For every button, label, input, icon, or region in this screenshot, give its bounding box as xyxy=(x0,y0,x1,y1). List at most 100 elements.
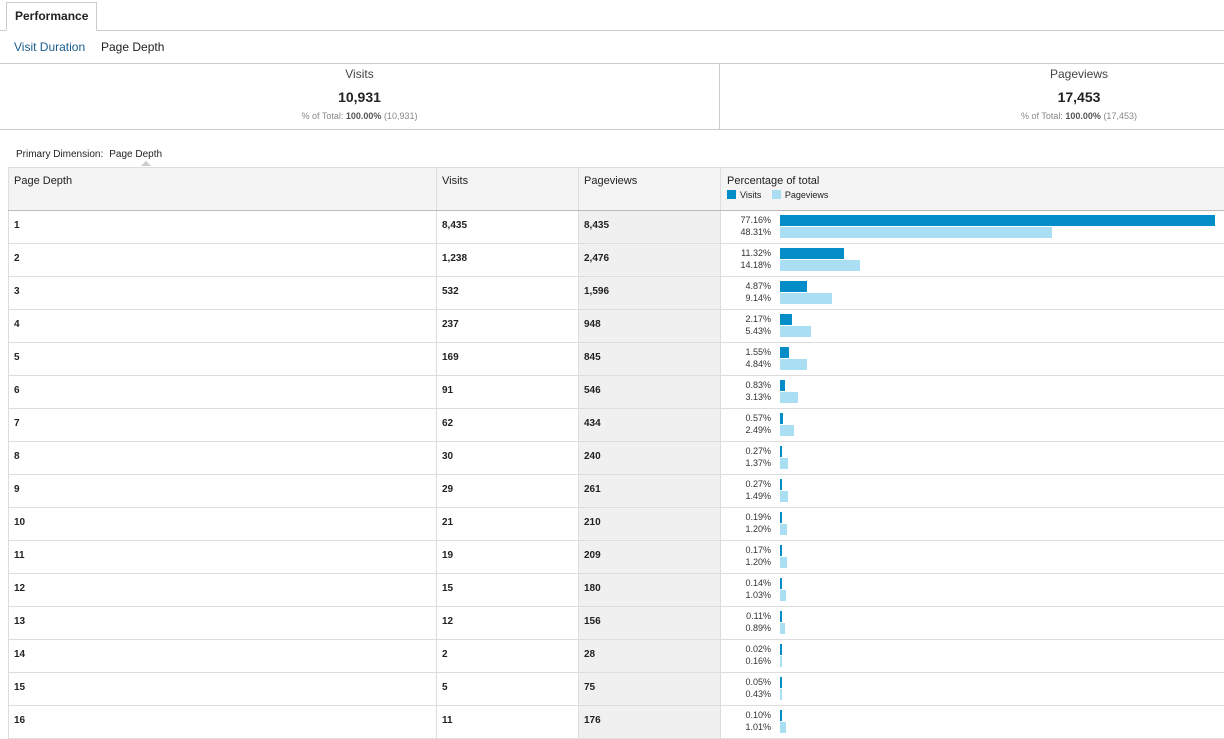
cell-page-depth: 11 xyxy=(8,540,437,574)
column-header-visits[interactable]: Visits xyxy=(436,167,579,211)
visits-bar xyxy=(780,710,782,721)
column-header-pageviews[interactable]: Pageviews xyxy=(578,167,721,211)
cell-page-depth: 2 xyxy=(8,243,437,277)
pageviews-bar xyxy=(780,557,787,568)
cell-visits: 19 xyxy=(436,540,579,574)
cell-pageviews: 845 xyxy=(578,342,721,376)
pageviews-pct-label: 5.43% xyxy=(745,326,771,336)
summary-pageviews-share: % of Total: 100.00% (17,453) xyxy=(720,111,1224,121)
cell-pageviews: 8,435 xyxy=(578,210,721,244)
visits-bar xyxy=(780,479,782,490)
pageviews-bar xyxy=(780,590,786,601)
summary-pageviews-value: 17,453 xyxy=(1057,89,1101,105)
cell-page-depth-value: 9 xyxy=(14,484,20,495)
pageviews-pct-label: 1.20% xyxy=(745,524,771,534)
visits-bar xyxy=(780,611,782,622)
cell-pageviews: 156 xyxy=(578,606,721,640)
cell-visits: 237 xyxy=(436,309,579,343)
cell-page-depth-value: 3 xyxy=(14,286,20,297)
visits-bar xyxy=(780,215,1215,226)
legend-pageviews-label: Pageviews xyxy=(784,190,829,200)
cell-page-depth: 15 xyxy=(8,672,437,706)
cell-percentage: 0.27% 1.49% xyxy=(720,474,1224,508)
pageviews-pct-label: 9.14% xyxy=(745,293,771,303)
cell-visits: 169 xyxy=(436,342,579,376)
cell-page-depth-value: 12 xyxy=(14,583,26,594)
cell-percentage: 1.55% 4.84% xyxy=(720,342,1224,376)
cell-percentage: 0.17% 1.20% xyxy=(720,540,1224,574)
cell-percentage: 0.14% 1.03% xyxy=(720,573,1224,607)
visits-bar xyxy=(780,578,782,589)
visits-pct-label: 2.17% xyxy=(745,314,771,324)
visits-bar xyxy=(780,512,782,523)
cell-percentage: 4.87% 9.14% xyxy=(720,276,1224,310)
cell-pageviews: 948 xyxy=(578,309,721,343)
pageviews-bar xyxy=(780,425,794,436)
table-row: 7 62 434 0.57% 2.49% xyxy=(8,408,1224,442)
column-header-percentage: Percentage of total Visits Pageviews xyxy=(720,167,1224,211)
cell-visits-value: 532 xyxy=(442,286,459,297)
summary-visits-share: % of Total: 100.00% (10,931) xyxy=(0,111,719,121)
cell-pageviews-value: 240 xyxy=(584,451,601,462)
pageviews-pct-label: 14.18% xyxy=(740,260,771,270)
summary-pageviews-share-total: (17,453) xyxy=(1103,111,1137,121)
table-row: 11 19 209 0.17% 1.20% xyxy=(8,540,1224,574)
cell-pageviews: 176 xyxy=(578,705,721,739)
cell-visits-value: 1,238 xyxy=(442,253,468,264)
tab-bar: Performance xyxy=(0,0,1224,31)
pageviews-pct-label: 48.31% xyxy=(740,227,771,237)
subnav-page-depth[interactable]: Page Depth xyxy=(101,40,165,54)
pageviews-bar xyxy=(780,524,787,535)
cell-visits-value: 237 xyxy=(442,319,459,330)
visits-bar xyxy=(780,413,783,424)
cell-visits: 21 xyxy=(436,507,579,541)
column-header-page-depth[interactable]: Page Depth xyxy=(8,167,437,211)
primary-dimension-label: Primary Dimension: xyxy=(16,149,104,160)
summary-strip: Visits 10,931 % of Total: 100.00% (10,93… xyxy=(0,64,1224,130)
visits-pct-label: 0.02% xyxy=(745,644,771,654)
summary-visits-value: 10,931 xyxy=(338,89,381,105)
cell-percentage: 0.10% 1.01% xyxy=(720,705,1224,739)
visits-bar xyxy=(780,545,782,556)
pageviews-bar xyxy=(780,458,788,469)
table-row: 13 12 156 0.11% 0.89% xyxy=(8,606,1224,640)
cell-pageviews: 209 xyxy=(578,540,721,574)
pageviews-pct-label: 2.49% xyxy=(745,425,771,435)
cell-pageviews: 546 xyxy=(578,375,721,409)
visits-pct-label: 0.14% xyxy=(745,578,771,588)
cell-pageviews: 28 xyxy=(578,639,721,673)
pageviews-bar xyxy=(780,656,782,667)
cell-pageviews: 210 xyxy=(578,507,721,541)
summary-visits: Visits 10,931 % of Total: 100.00% (10,93… xyxy=(0,64,720,129)
summary-pageviews-share-prefix: % of Total: xyxy=(1021,111,1066,121)
cell-percentage: 2.17% 5.43% xyxy=(720,309,1224,343)
cell-page-depth: 14 xyxy=(8,639,437,673)
cell-page-depth: 13 xyxy=(8,606,437,640)
cell-page-depth-value: 6 xyxy=(14,385,20,396)
report-subnav: Visit Duration Page Depth xyxy=(0,31,1224,64)
cell-visits: 91 xyxy=(436,375,579,409)
cell-page-depth-value: 16 xyxy=(14,715,26,726)
visits-pct-label: 0.10% xyxy=(745,710,771,720)
primary-dimension-value[interactable]: Page Depth xyxy=(109,149,163,160)
cell-pageviews-value: 434 xyxy=(584,418,601,429)
cell-page-depth: 9 xyxy=(8,474,437,508)
selected-caret-icon xyxy=(141,161,151,166)
cell-page-depth-value: 11 xyxy=(14,550,25,561)
cell-pageviews: 261 xyxy=(578,474,721,508)
pageviews-bar xyxy=(780,227,1052,238)
pageviews-bar xyxy=(780,359,807,370)
visits-pct-label: 0.83% xyxy=(745,380,771,390)
cell-visits-value: 62 xyxy=(442,418,454,429)
cell-visits-value: 15 xyxy=(442,583,454,594)
pageviews-pct-label: 0.89% xyxy=(745,623,771,633)
visits-pct-label: 4.87% xyxy=(745,281,771,291)
cell-page-depth-value: 13 xyxy=(14,616,26,627)
subnav-visit-duration[interactable]: Visit Duration xyxy=(14,40,86,54)
tab-performance[interactable]: Performance xyxy=(6,2,98,31)
pageviews-pct-label: 1.20% xyxy=(745,557,771,567)
pageviews-bar xyxy=(780,689,782,700)
cell-pageviews: 434 xyxy=(578,408,721,442)
cell-page-depth-value: 14 xyxy=(14,649,26,660)
cell-visits: 30 xyxy=(436,441,579,475)
